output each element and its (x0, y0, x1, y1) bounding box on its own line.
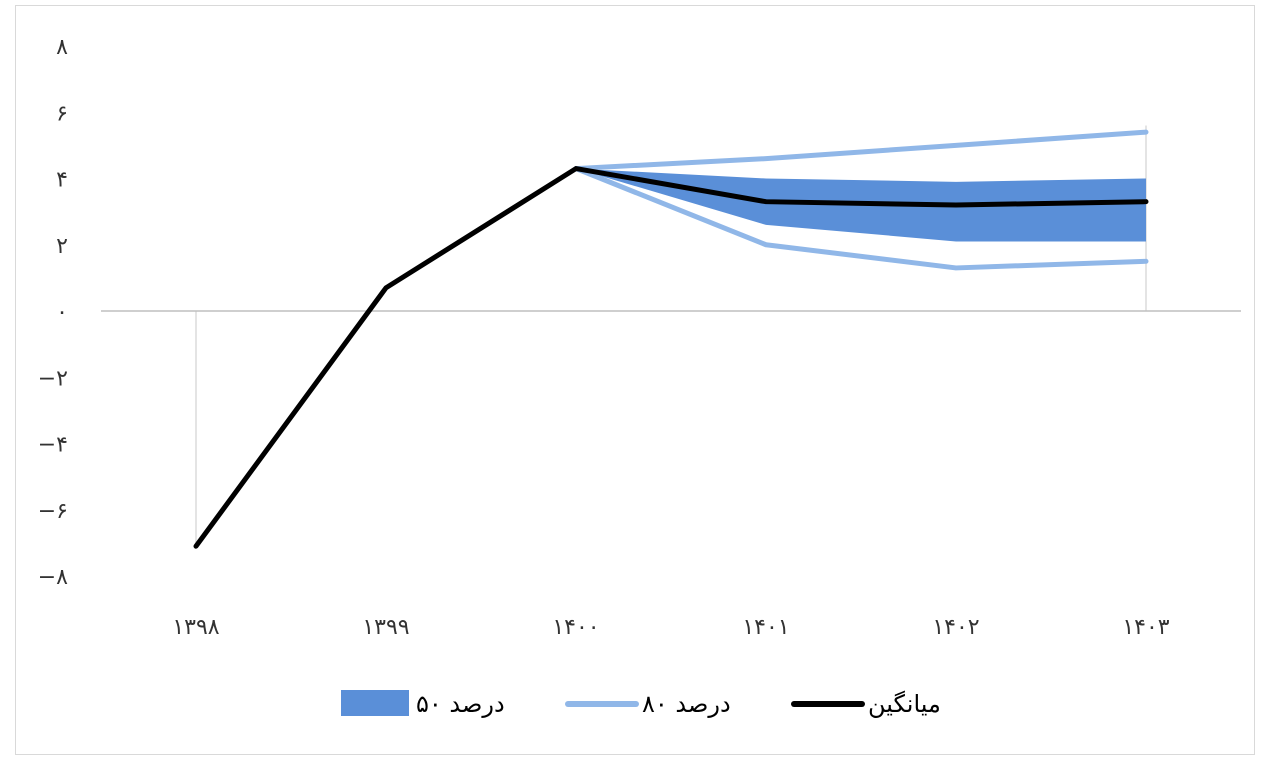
y-tick-label: −۴ (38, 433, 68, 458)
x-tick-label: ۱۴۰۳ (1122, 615, 1169, 640)
y-tick-label: ۴ (56, 168, 68, 193)
y-tick-label: ۶ (56, 101, 68, 126)
legend-label-mean: میانگین (868, 690, 941, 718)
y-tick-label: −۸ (38, 565, 68, 590)
legend: ۵۰ درصد ۸۰ درصد میانگین (341, 690, 941, 718)
y-tick-label: ۲ (56, 234, 68, 259)
x-tick-label: ۱۴۰۲ (932, 615, 979, 640)
legend-swatch-band-50 (341, 690, 409, 716)
mean-line-group (193, 166, 1149, 549)
band-80-lower-line (573, 166, 1149, 271)
mean-line (193, 166, 1149, 549)
x-tick-label: ۱۴۰۱ (742, 615, 789, 640)
legend-label-band-80: ۸۰ درصد (642, 690, 731, 718)
y-tick-label: ۰ (56, 300, 68, 325)
y-tick-labels: ۸ ۶ ۴ ۲ ۰ −۲ −۴ −۶ −۸ (38, 35, 68, 590)
x-tick-labels: ۱۳۹۸ ۱۳۹۹ ۱۴۰۰ ۱۴۰۱ ۱۴۰۲ ۱۴۰۳ (172, 615, 1169, 640)
x-tick-label: ۱۳۹۸ (172, 615, 219, 640)
y-tick-label: −۲ (38, 366, 68, 391)
band-80-lines (573, 129, 1149, 271)
y-tick-label: −۶ (38, 499, 68, 524)
y-tick-label: ۸ (56, 35, 68, 60)
legend-label-band-50: ۵۰ درصد (416, 690, 505, 718)
x-tick-label: ۱۳۹۹ (362, 615, 409, 640)
x-tick-label: ۱۴۰۰ (552, 615, 599, 640)
line-fan-chart: ۸ ۶ ۴ ۲ ۰ −۲ −۴ −۶ −۸ ۱۳۹۸ ۱۳۹۹ ۱۴۰۰ ۱۴۰۱ ۱۴۰۲ ۱۴۰۳ ۵… (38, 35, 1241, 718)
chart-frame: ۸ ۶ ۴ ۲ ۰ −۲ −۴ −۶ −۸ ۱۳۹۸ ۱۳۹۹ ۱۴۰۰ ۱۴۰۱ ۱۴۰۲ ۱۴۰۳ ۵… (15, 5, 1255, 755)
band-80-upper-line (573, 129, 1149, 172)
